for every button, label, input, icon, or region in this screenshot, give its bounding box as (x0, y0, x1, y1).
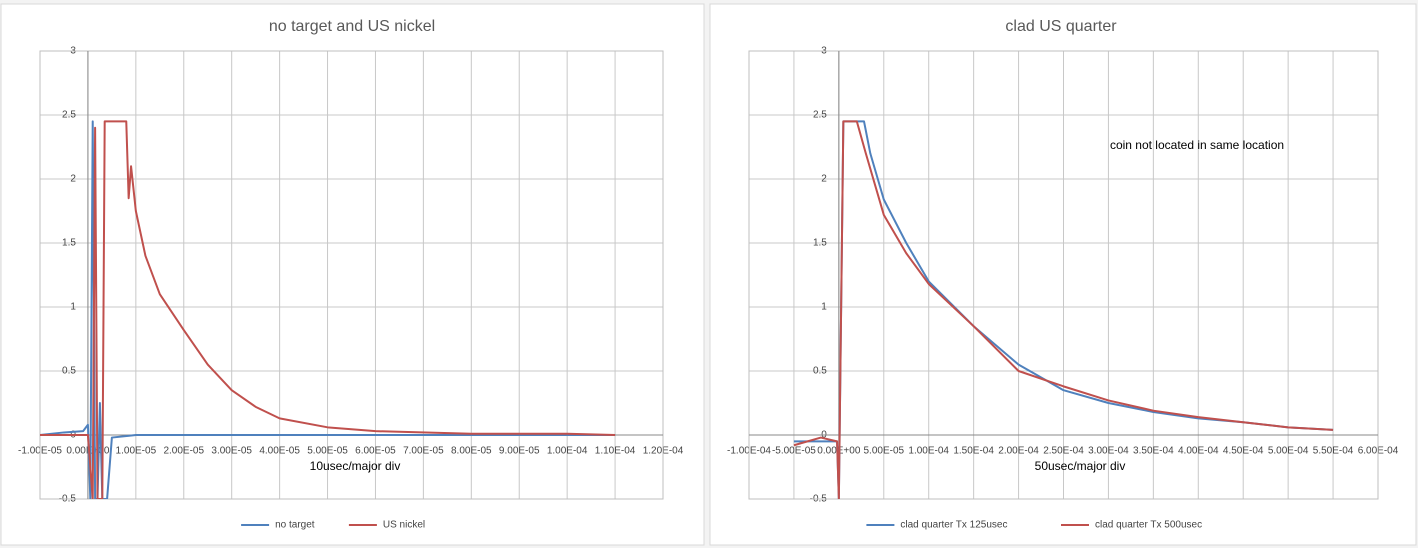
legend-label: clad quarter Tx 500usec (1095, 520, 1202, 531)
x-tick-label: 1.00E-05 (116, 446, 157, 457)
y-tick-label: 1 (821, 302, 827, 313)
x-tick-label: 2.00E-05 (163, 446, 204, 457)
plot-border (748, 50, 1379, 500)
chart-title: clad US quarter (1005, 18, 1117, 35)
x-axis-label: 50usec/major div (1035, 459, 1126, 473)
y-tick-label: 1.5 (62, 238, 76, 249)
x-tick-label: 4.50E-04 (1223, 446, 1264, 457)
chart-panel (0, 3, 705, 546)
plot-border (39, 50, 664, 500)
x-tick-label: 6.00E-05 (355, 446, 396, 457)
x-tick-label: 4.00E-04 (1178, 446, 1219, 457)
annotation: coin not located in same location (1110, 138, 1284, 152)
series-line (793, 120, 1334, 499)
y-tick-label: 2 (70, 174, 76, 185)
x-tick-label: 7.00E-05 (403, 446, 444, 457)
y-tick-label: 2.5 (813, 110, 827, 121)
x-tick-label: 2.50E-04 (1043, 446, 1084, 457)
x-tick-label: 1.50E-04 (953, 446, 994, 457)
x-tick-label: 4.00E-05 (259, 446, 300, 457)
y-tick-label: 0.5 (62, 366, 76, 377)
x-tick-label: 5.00E-04 (1268, 446, 1309, 457)
x-tick-label: 3.00E-04 (1088, 446, 1129, 457)
x-axis-label: 10usec/major div (310, 459, 401, 473)
plot-area (793, 120, 1334, 499)
x-tick-label: 1.10E-04 (595, 446, 636, 457)
y-tick-label: 2.5 (62, 110, 76, 121)
legend-label: clad quarter Tx 125usec (900, 520, 1007, 531)
x-tick-label: 1.00E-04 (908, 446, 949, 457)
y-tick-label: 2 (821, 174, 827, 185)
x-tick-label: 2.00E-04 (998, 446, 1039, 457)
x-tick-label: 5.50E-04 (1313, 446, 1354, 457)
x-tick-label: 1.00E-04 (547, 446, 588, 457)
y-tick-label: 1.5 (813, 238, 827, 249)
y-tick-label: 1 (70, 302, 76, 313)
y-tick-label: 0.5 (813, 366, 827, 377)
x-tick-label: 3.50E-04 (1133, 446, 1174, 457)
series-line (40, 120, 616, 499)
series-line (40, 120, 616, 499)
x-tick-label: -5.00E-05 (772, 446, 816, 457)
x-tick-label: 3.00E-05 (211, 446, 252, 457)
x-tick-label: 5.00E-05 (863, 446, 904, 457)
x-tick-label: 5.00E-05 (307, 446, 348, 457)
x-tick-label: 9.00E-05 (499, 446, 540, 457)
plot-area (40, 120, 616, 499)
legend-label: US nickel (383, 520, 425, 531)
x-tick-label: 8.00E-05 (451, 446, 492, 457)
chart-title: no target and US nickel (269, 18, 435, 35)
legend-label: no target (275, 520, 315, 531)
